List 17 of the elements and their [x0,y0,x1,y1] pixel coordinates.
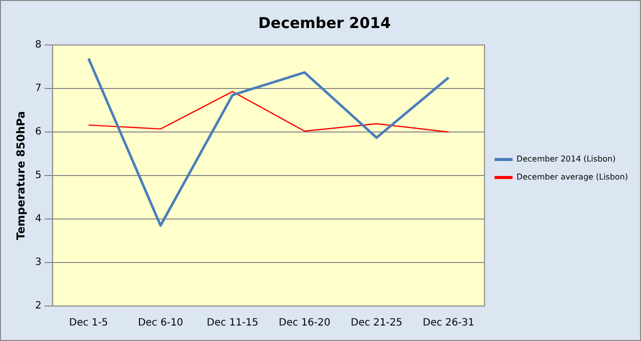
y-tick-label: 5 [35,170,42,182]
legend-label: December average (Lisbon) [516,172,628,182]
y-axis-title: Temperature 850hPa [14,111,28,240]
x-tick-label: Dec 11-15 [206,318,258,329]
x-tick-label: Dec 16-20 [278,318,330,329]
y-tick-label: 8 [35,40,42,51]
y-tick-label: 7 [35,83,42,94]
chart-title: December 2014 [258,14,391,32]
legend-label: December 2014 (Lisbon) [516,154,616,164]
x-tick-label: Dec 26-31 [422,318,474,329]
y-tick-label: 3 [35,257,42,268]
x-tick-label: Dec 6-10 [138,318,184,329]
y-tick-label: 6 [35,126,42,138]
y-tick-label: 4 [35,214,42,225]
x-tick-label: Dec 1-5 [69,318,108,329]
y-tick-label: 2 [35,300,42,312]
x-tick-label: Dec 21-25 [350,318,402,329]
